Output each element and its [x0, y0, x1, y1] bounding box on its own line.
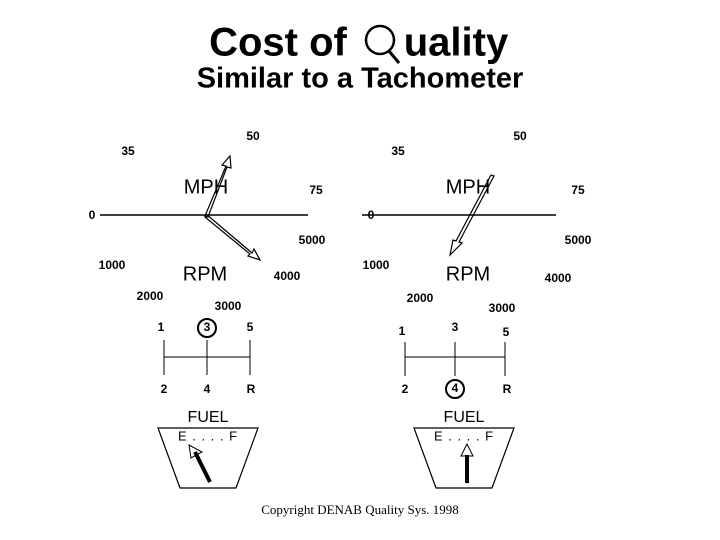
rpm-label: 4000 — [545, 271, 572, 285]
gear-label: R — [247, 382, 256, 396]
gear-label: 1 — [399, 324, 406, 338]
subtitle: Similar to a Tachometer — [197, 63, 524, 95]
gauge-shapes — [362, 174, 556, 489]
rpm-label: 3000 — [215, 299, 242, 313]
rpm-label: 1000 — [363, 258, 390, 272]
speed-label: 75 — [571, 183, 585, 197]
gauge-shapes — [100, 154, 308, 489]
fuel-scale: E . . . . F — [434, 428, 494, 443]
fuel-label: FUEL — [444, 409, 485, 426]
gear-label: 3 — [452, 320, 459, 334]
fuel-scale: E . . . . F — [178, 428, 238, 443]
rpm-label: 5000 — [565, 233, 592, 247]
rpm-label: 2000 — [407, 291, 434, 305]
title-part: uality — [404, 21, 509, 65]
gear-label: 5 — [247, 320, 254, 334]
rpm-label: 1000 — [99, 258, 126, 272]
speed-label: 35 — [121, 144, 135, 158]
speed-label: 0 — [368, 208, 375, 222]
rpm-label: 3000 — [489, 301, 516, 315]
speed-unit: MPH — [446, 176, 490, 198]
gear-label: 2 — [161, 382, 168, 396]
gear-label: 2 — [402, 382, 409, 396]
rpm-unit: RPM — [183, 263, 227, 285]
gear-label: R — [503, 382, 512, 396]
magnifier-q — [364, 24, 401, 64]
gear-label: 3 — [204, 320, 211, 334]
gear-label: 4 — [452, 381, 459, 395]
rpm-label: 5000 — [299, 233, 326, 247]
speed-label: 0 — [89, 208, 96, 222]
speed-unit: MPH — [184, 176, 228, 198]
gear-label: 4 — [204, 382, 211, 396]
rpm-label: 4000 — [274, 269, 301, 283]
speed-label: 35 — [391, 144, 405, 158]
copyright: Copyright DENAB Quality Sys. 1998 — [261, 502, 459, 517]
title-part: Cost of — [209, 21, 347, 65]
gear-label: 5 — [503, 325, 510, 339]
fuel-label: FUEL — [188, 409, 229, 426]
gear-label: 1 — [158, 320, 165, 334]
rpm-unit: RPM — [446, 263, 490, 285]
speed-label: 75 — [309, 183, 323, 197]
speed-label: 50 — [513, 129, 527, 143]
speed-label: 50 — [246, 129, 260, 143]
rpm-label: 2000 — [137, 289, 164, 303]
